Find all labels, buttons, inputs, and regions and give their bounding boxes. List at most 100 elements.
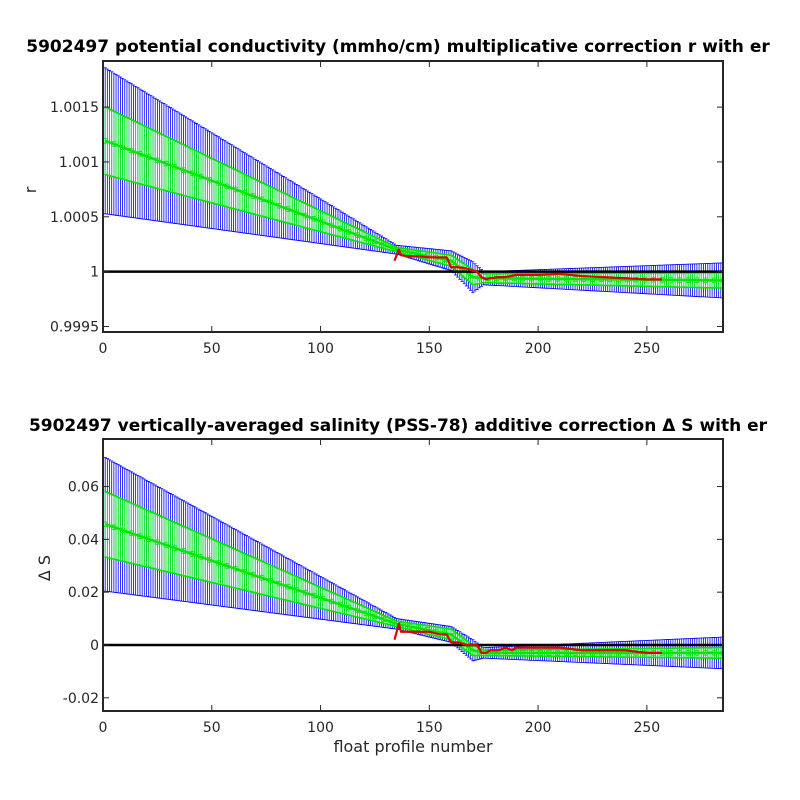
conductivity-upper-bound-line	[104, 106, 723, 275]
salinity-fit-marker	[406, 623, 413, 630]
salinity-fit-marker	[337, 601, 344, 608]
salinity-fit-marker	[103, 521, 109, 528]
salinity-plot-area	[102, 438, 724, 712]
salinity-fit-marker	[284, 583, 291, 590]
conductivity-fit-marker	[163, 160, 170, 167]
salinity-upper-bound-line	[104, 490, 723, 652]
conductivity-chart-title: 5902497 potential conductivity (mmho/cm)…	[26, 37, 770, 57]
salinity-fit-marker	[311, 592, 317, 599]
salinity-fit-marker	[293, 586, 300, 593]
salinity-x-tick-label: 200	[525, 720, 552, 736]
salinity-fit-marker	[354, 607, 361, 614]
conductivity-fit-marker	[197, 173, 204, 180]
conductivity-fit-marker	[676, 277, 683, 283]
salinity-fit-marker	[711, 649, 718, 656]
conductivity-fit-marker	[293, 209, 300, 216]
conductivity-fit-marker	[554, 275, 561, 282]
conductivity-plot-area	[102, 60, 724, 333]
salinity-x-tick-label: 0	[99, 720, 108, 736]
salinity-axes-frame	[102, 438, 724, 712]
conductivity-fit-marker	[711, 277, 718, 284]
conductivity-fit-marker	[311, 215, 317, 222]
salinity-fit-marker	[206, 556, 213, 563]
salinity-fit-marker	[128, 530, 135, 537]
salinity-y-axis-label: Δ S	[35, 555, 54, 581]
conductivity-data-layer	[103, 67, 723, 299]
salinity-fit-marker	[154, 539, 161, 546]
salinity-x-tick-label: 250	[633, 720, 660, 736]
conductivity-fit-marker	[276, 202, 283, 209]
salinity-plot-background	[103, 439, 723, 711]
salinity-fit-marker	[302, 589, 309, 596]
salinity-x-tick-label: 150	[416, 720, 443, 736]
conductivity-fit-marker	[371, 238, 378, 245]
conductivity-fit-marker	[450, 259, 457, 266]
conductivity-fit-marker	[502, 275, 509, 282]
conductivity-fit-marker	[693, 277, 700, 284]
conductivity-fit-marker	[171, 163, 178, 170]
conductivity-fit-marker	[537, 275, 544, 282]
salinity-fit-marker	[180, 548, 187, 554]
conductivity-fit-marker	[110, 141, 117, 148]
salinity-fit-marker	[554, 649, 561, 656]
conductivity-fit-marker	[215, 180, 222, 187]
salinity-fit-marker	[450, 633, 457, 639]
salinity-fit-marker	[563, 649, 570, 656]
conductivity-fit-marker	[232, 186, 239, 193]
conductivity-fit-marker	[189, 170, 196, 177]
salinity-fit-marker	[415, 625, 422, 632]
salinity-data-layer	[103, 456, 723, 670]
conductivity-fit-marker	[103, 137, 109, 144]
conductivity-fit-marker	[145, 154, 152, 161]
salinity-y-tick-label: 0.02	[68, 585, 99, 601]
conductivity-fit-marker	[363, 235, 370, 242]
salinity-fit-marker	[502, 649, 509, 656]
conductivity-fit-marker	[128, 147, 135, 154]
conductivity-fit-marker	[302, 212, 309, 219]
conductivity-y-tick-label: 1.0015	[50, 100, 99, 116]
conductivity-fit-marker	[206, 176, 213, 183]
salinity-calibration-line	[393, 622, 663, 655]
conductivity-fit-marker	[354, 232, 361, 239]
salinity-fit-marker	[693, 649, 700, 656]
conductivity-fit-marker	[224, 183, 230, 190]
conductivity-fit-marker	[119, 144, 126, 151]
conductivity-fit-marker	[528, 275, 535, 282]
conductivity-y-tick-label: 1.0005	[50, 210, 99, 226]
conductivity-fit-marker	[284, 206, 291, 213]
conductivity-fit-marker	[180, 167, 187, 174]
conductivity-fit-marker	[137, 150, 143, 157]
salinity-fit-marker	[189, 551, 196, 557]
salinity-fit-marker	[720, 649, 723, 656]
conductivity-axis-ticks: 0 50 100 150 200 250 0.9995 1 1.0005 1.001 1.0015	[50, 61, 723, 357]
conductivity-correction-panel: 5902497 potential conductivity (mmho/cm)…	[21, 37, 770, 357]
salinity-fit-marker	[363, 610, 370, 617]
conductivity-calibration-line	[393, 248, 663, 281]
salinity-fit-marker	[345, 604, 352, 611]
salinity-x-tick-label: 100	[307, 720, 334, 736]
salinity-fit-marker	[258, 574, 265, 581]
salinity-fit-marker	[119, 527, 126, 534]
salinity-fit-marker	[163, 542, 170, 549]
conductivity-y-axis-label: r	[21, 186, 40, 193]
salinity-x-tick-label: 50	[203, 720, 221, 736]
salinity-fit-marker	[702, 649, 709, 656]
salinity-fit-marker	[328, 598, 335, 605]
salinity-fit-marker	[215, 559, 222, 566]
salinity-fit-marker	[685, 649, 692, 656]
salinity-fit-marker	[110, 524, 117, 531]
conductivity-fit-marker	[267, 199, 274, 206]
salinity-fit-marker	[145, 536, 152, 543]
conductivity-x-tick-label: 0	[99, 341, 108, 357]
conductivity-fit-line	[104, 139, 723, 282]
conductivity-fit-marker	[572, 276, 579, 283]
conductivity-fit-marker	[380, 241, 387, 248]
salinity-fit-marker	[676, 649, 683, 656]
salinity-x-axis-label: float profile number	[333, 737, 493, 756]
salinity-y-tick-label: 0.04	[68, 532, 99, 548]
salinity-y-tick-label: 0.06	[68, 480, 99, 496]
conductivity-fit-marker	[328, 222, 335, 229]
salinity-fit-marker	[276, 580, 283, 587]
conductivity-y-tick-label: 1.001	[59, 155, 99, 171]
